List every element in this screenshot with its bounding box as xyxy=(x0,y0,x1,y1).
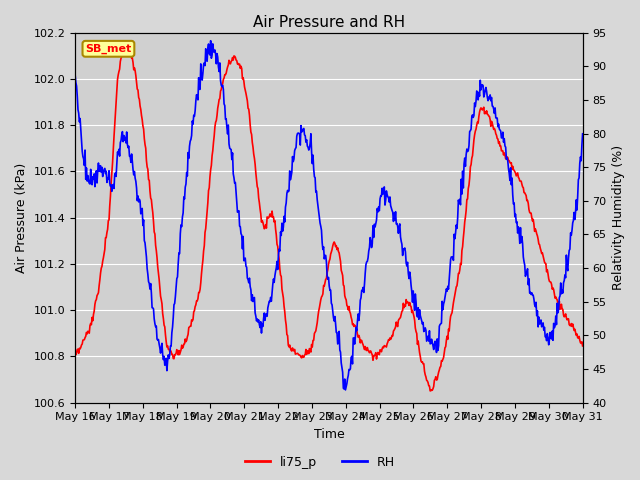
RH xyxy=(342,387,349,393)
li75_p xyxy=(122,41,130,47)
li75_p xyxy=(71,350,79,356)
RH xyxy=(579,131,586,137)
Line: li75_p: li75_p xyxy=(75,44,582,391)
X-axis label: Time: Time xyxy=(314,428,344,441)
li75_p xyxy=(185,324,193,330)
RH xyxy=(71,72,79,78)
RH xyxy=(207,38,214,44)
li75_p xyxy=(212,120,220,125)
RH xyxy=(184,150,192,156)
RH xyxy=(132,185,140,191)
li75_p xyxy=(426,388,434,394)
li75_p xyxy=(391,326,399,332)
Text: SB_met: SB_met xyxy=(85,44,132,54)
RH xyxy=(406,275,414,280)
li75_p xyxy=(81,337,88,343)
Line: RH: RH xyxy=(75,41,582,390)
li75_p xyxy=(406,300,413,305)
li75_p xyxy=(579,343,586,349)
RH xyxy=(81,163,88,168)
li75_p xyxy=(133,86,141,92)
Y-axis label: Relativity Humidity (%): Relativity Humidity (%) xyxy=(612,145,625,290)
Title: Air Pressure and RH: Air Pressure and RH xyxy=(253,15,405,30)
RH xyxy=(212,51,220,57)
RH xyxy=(392,209,399,215)
Y-axis label: Air Pressure (kPa): Air Pressure (kPa) xyxy=(15,163,28,273)
Legend: li75_p, RH: li75_p, RH xyxy=(240,451,400,474)
